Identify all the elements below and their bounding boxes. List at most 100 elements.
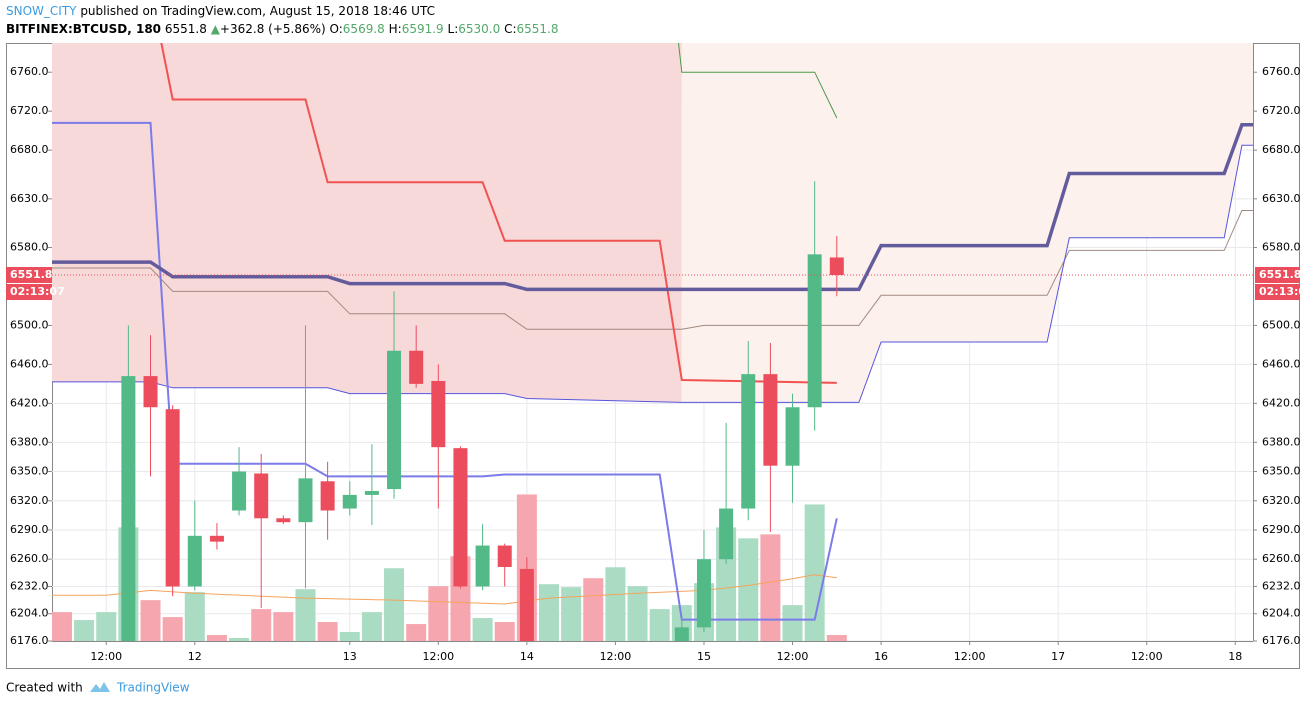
volume-bar	[649, 609, 670, 641]
candle-body	[232, 471, 247, 511]
volume-bar	[826, 635, 847, 641]
price-box	[1255, 266, 1300, 283]
y-tick-label: 6232.0	[10, 579, 49, 592]
candle-body	[497, 545, 512, 567]
volume-bar	[384, 568, 405, 641]
candle-body	[829, 257, 844, 275]
x-tick-label: 12	[188, 650, 202, 663]
y-tick-label: 6500.0	[10, 318, 49, 331]
volume-bar	[74, 620, 95, 641]
change: +362.8 (+5.86%)	[219, 22, 326, 36]
volume-bar	[339, 632, 360, 641]
symbol: BITFINEX:BTCUSD, 180	[6, 22, 162, 36]
brand[interactable]: TradingView	[116, 681, 190, 695]
x-tick-label: 17	[1051, 650, 1065, 663]
x-tick-label: 12:00	[600, 650, 632, 663]
y-tick-label: 6760.0	[10, 65, 49, 78]
volume-bar	[627, 586, 648, 641]
price-label: 6551.8	[1259, 268, 1301, 281]
volume-bar	[583, 578, 604, 641]
candle-body	[763, 374, 778, 466]
candle-body	[342, 494, 357, 509]
high: 6591.9	[401, 22, 444, 36]
indicator-line	[52, 123, 1253, 292]
candle-body	[453, 448, 468, 587]
candle-body	[187, 535, 202, 587]
author[interactable]: SNOW_CITY	[6, 4, 77, 18]
logo	[90, 682, 110, 692]
y-tick-label: 6760.0	[1262, 65, 1301, 78]
y-tick-label: 6350.0	[1262, 465, 1301, 478]
x-tick-label: 12:00	[1131, 650, 1163, 663]
volume-bar	[206, 635, 227, 641]
candle-body	[807, 254, 822, 408]
y-tick-label: 6204.0	[1262, 607, 1301, 620]
y-tick-label: 6232.0	[1262, 579, 1301, 592]
countdown-label: 02:13:07	[10, 285, 65, 298]
volume-bar	[738, 538, 759, 641]
candle-body	[320, 481, 335, 511]
y-tick-label: 6204.0	[10, 607, 49, 620]
candle-body	[121, 376, 136, 641]
volume-bar	[52, 612, 72, 641]
candle-body	[719, 508, 734, 560]
countdown-label: 02:13:07	[1259, 285, 1307, 298]
indicator-line	[52, 144, 1253, 403]
volume-bar	[494, 622, 515, 641]
indicator-line	[52, 121, 838, 621]
candle-body	[409, 350, 424, 384]
candle-body	[298, 478, 313, 523]
x-tick-label: 18	[1228, 650, 1242, 663]
volume-bar	[804, 504, 825, 641]
price-box	[6, 266, 52, 283]
y-tick-label: 6680.0	[1262, 143, 1301, 156]
candle-body	[674, 627, 689, 641]
publish-line: SNOW_CITY published on TradingView.com, …	[6, 4, 435, 18]
y-tick-label: 6500.0	[1262, 318, 1301, 331]
y-tick-label: 6460.0	[1262, 357, 1301, 370]
x-tick-label: 14	[520, 650, 534, 663]
cloud	[52, 43, 682, 403]
volume-bar	[140, 600, 161, 641]
volume-bar	[251, 609, 272, 641]
candle-body	[364, 491, 379, 495]
volume-bar	[184, 592, 205, 641]
arrow: ▲	[210, 22, 220, 36]
volume-bar	[539, 584, 560, 641]
y-tick-label: 6420.0	[1262, 396, 1301, 409]
y-tick-label: 6380.0	[10, 435, 49, 448]
o-label: O:	[329, 22, 343, 36]
plot	[52, 43, 1253, 641]
volume-bar	[760, 534, 781, 641]
cloud	[681, 43, 1253, 403]
h-label: H:	[388, 22, 402, 36]
low: 6530.0	[458, 22, 501, 36]
candle-body	[785, 407, 800, 466]
candle-body	[431, 380, 446, 448]
candle-body	[696, 559, 711, 628]
volume-bar	[273, 612, 294, 641]
y-tick-label: 6290.0	[10, 523, 49, 536]
y-tick-label: 6460.0	[10, 357, 49, 370]
x-tick-label: 15	[697, 650, 711, 663]
close: 6551.8	[516, 22, 559, 36]
candle-body	[143, 376, 158, 408]
y-tick-label: 6350.0	[10, 465, 49, 478]
y-tick-label: 6176.0	[10, 634, 49, 647]
countdown-box	[1255, 283, 1300, 300]
candle-body	[254, 473, 269, 519]
y-tick-label: 6290.0	[1262, 523, 1301, 536]
volume-bar	[782, 605, 803, 641]
y-tick-label: 6720.0	[1262, 104, 1301, 117]
candle-body	[387, 350, 402, 490]
l-label: L:	[447, 22, 459, 36]
y-tick-label: 6420.0	[10, 396, 49, 409]
candle-body	[165, 409, 180, 587]
candle-body	[741, 374, 756, 509]
volume-bar	[561, 587, 582, 641]
y-tick-label: 6580.0	[1262, 241, 1301, 254]
volume-bar	[361, 612, 382, 641]
last: 6551.8	[164, 22, 207, 36]
